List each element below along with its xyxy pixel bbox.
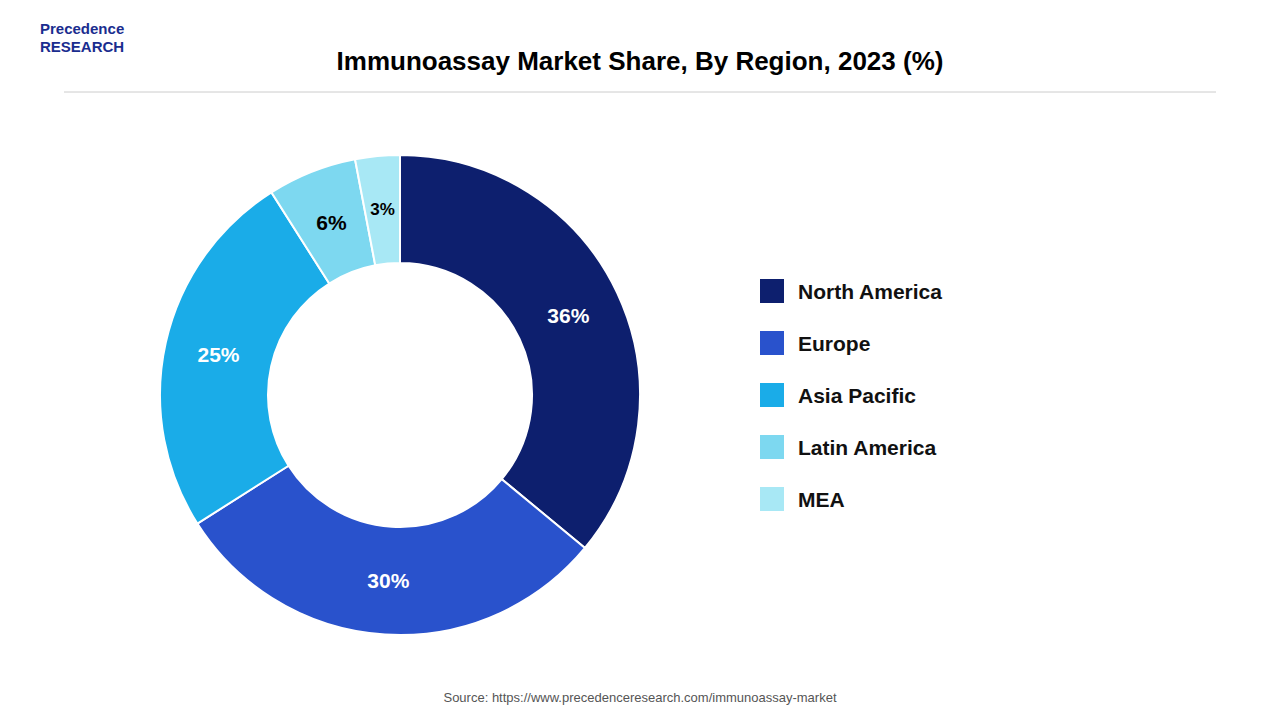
slices (160, 155, 640, 635)
logo-line: Precedence (40, 20, 124, 37)
legend-label: North America (798, 280, 942, 303)
legend-swatch (760, 331, 784, 355)
legend-label: Latin America (798, 436, 936, 459)
donut-slice (197, 466, 585, 635)
legend-label: Europe (798, 332, 870, 355)
logo-line: RESEARCH (40, 38, 124, 55)
legend-swatch (760, 487, 784, 511)
data-label: 30% (367, 569, 409, 592)
logo-text: PrecedenceRESEARCH (40, 20, 124, 55)
data-label: 3% (370, 200, 395, 219)
data-label: 36% (547, 304, 589, 327)
data-label: 25% (197, 343, 239, 366)
legend: North America Europe Asia Pacific Latin Ame… (760, 279, 942, 511)
legend-swatch (760, 435, 784, 459)
chart-svg: PrecedenceRESEARCH Immunoassay Market Sha… (0, 0, 1280, 720)
legend-label: Asia Pacific (798, 384, 916, 407)
legend-swatch (760, 279, 784, 303)
legend-swatch (760, 383, 784, 407)
data-labels: 36% 30% 25% 6% 3% (197, 200, 589, 592)
title: Immunoassay Market Share, By Region, 202… (337, 46, 944, 76)
source: Source: https://www.precedenceresearch.c… (443, 690, 836, 705)
donut-slice (400, 155, 640, 548)
title-rule (64, 92, 1216, 93)
data-label: 6% (316, 211, 347, 234)
background (0, 0, 1280, 720)
legend-label: MEA (798, 488, 845, 511)
chart-container: PrecedenceRESEARCH Immunoassay Market Sha… (0, 0, 1280, 720)
donut-slice (355, 155, 400, 265)
